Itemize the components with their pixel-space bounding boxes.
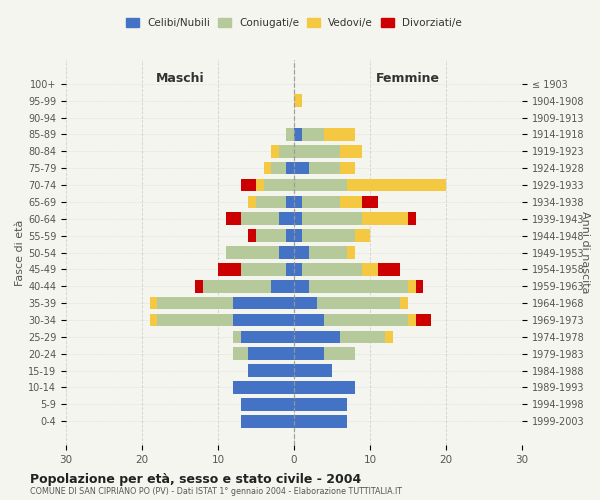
Bar xyxy=(294,94,302,107)
Bar xyxy=(362,196,377,208)
Bar xyxy=(355,230,370,242)
Bar xyxy=(385,330,393,343)
Bar xyxy=(294,280,309,292)
Bar xyxy=(294,128,302,141)
Bar xyxy=(294,314,325,326)
Bar xyxy=(226,212,241,225)
Bar xyxy=(271,280,294,292)
Bar xyxy=(241,398,294,410)
Bar xyxy=(286,162,294,174)
Bar xyxy=(325,348,355,360)
Bar xyxy=(279,246,294,259)
Y-axis label: Fasce di età: Fasce di età xyxy=(15,220,25,286)
Bar xyxy=(233,348,248,360)
Bar xyxy=(294,196,302,208)
Bar xyxy=(325,128,355,141)
Bar xyxy=(226,246,279,259)
Bar xyxy=(302,196,340,208)
Bar xyxy=(294,381,355,394)
Bar xyxy=(286,263,294,276)
Bar xyxy=(286,196,294,208)
Bar xyxy=(149,314,157,326)
Bar xyxy=(340,196,362,208)
Bar xyxy=(294,178,347,192)
Bar xyxy=(279,145,294,158)
Bar xyxy=(309,280,408,292)
Bar xyxy=(340,162,355,174)
Bar xyxy=(309,162,340,174)
Bar xyxy=(241,415,294,428)
Bar xyxy=(294,297,317,310)
Bar xyxy=(286,128,294,141)
Bar xyxy=(294,162,309,174)
Bar xyxy=(294,145,340,158)
Bar xyxy=(416,280,423,292)
Bar xyxy=(157,297,233,310)
Text: Popolazione per età, sesso e stato civile - 2004: Popolazione per età, sesso e stato civil… xyxy=(30,472,361,486)
Y-axis label: Anni di nascita: Anni di nascita xyxy=(580,211,590,294)
Bar xyxy=(241,212,279,225)
Bar xyxy=(408,280,416,292)
Bar xyxy=(271,162,286,174)
Bar xyxy=(256,230,286,242)
Text: Femmine: Femmine xyxy=(376,72,440,85)
Legend: Celibi/Nubili, Coniugati/e, Vedovi/e, Divorziati/e: Celibi/Nubili, Coniugati/e, Vedovi/e, Di… xyxy=(123,15,465,32)
Bar xyxy=(248,364,294,377)
Bar xyxy=(294,263,302,276)
Bar xyxy=(256,178,263,192)
Bar xyxy=(302,212,362,225)
Bar xyxy=(340,145,362,158)
Bar xyxy=(157,314,233,326)
Bar xyxy=(279,212,294,225)
Bar xyxy=(203,280,271,292)
Bar xyxy=(248,230,256,242)
Bar xyxy=(294,398,347,410)
Bar xyxy=(340,330,385,343)
Bar xyxy=(271,145,279,158)
Bar xyxy=(248,196,256,208)
Bar xyxy=(149,297,157,310)
Bar xyxy=(218,263,241,276)
Bar xyxy=(248,348,294,360)
Bar xyxy=(263,178,294,192)
Bar xyxy=(347,178,446,192)
Bar xyxy=(294,212,302,225)
Bar xyxy=(294,348,325,360)
Bar xyxy=(256,196,286,208)
Bar xyxy=(362,212,408,225)
Bar xyxy=(294,415,347,428)
Bar xyxy=(377,263,400,276)
Bar xyxy=(294,246,309,259)
Bar xyxy=(241,178,256,192)
Bar xyxy=(233,314,294,326)
Bar xyxy=(408,314,416,326)
Bar xyxy=(195,280,203,292)
Bar xyxy=(347,246,355,259)
Bar xyxy=(325,314,408,326)
Bar xyxy=(233,330,241,343)
Bar xyxy=(263,162,271,174)
Bar xyxy=(416,314,431,326)
Bar xyxy=(241,330,294,343)
Bar xyxy=(302,263,362,276)
Bar xyxy=(400,297,408,310)
Bar xyxy=(233,381,294,394)
Bar xyxy=(302,230,355,242)
Bar xyxy=(233,297,294,310)
Bar xyxy=(294,330,340,343)
Text: Maschi: Maschi xyxy=(155,72,205,85)
Bar xyxy=(317,297,400,310)
Bar xyxy=(241,263,286,276)
Bar xyxy=(362,263,377,276)
Bar xyxy=(302,128,325,141)
Bar xyxy=(294,364,332,377)
Text: COMUNE DI SAN CIPRIANO PO (PV) - Dati ISTAT 1° gennaio 2004 - Elaborazione TUTTI: COMUNE DI SAN CIPRIANO PO (PV) - Dati IS… xyxy=(30,487,402,496)
Bar xyxy=(294,230,302,242)
Bar xyxy=(408,212,416,225)
Bar xyxy=(309,246,347,259)
Bar xyxy=(286,230,294,242)
